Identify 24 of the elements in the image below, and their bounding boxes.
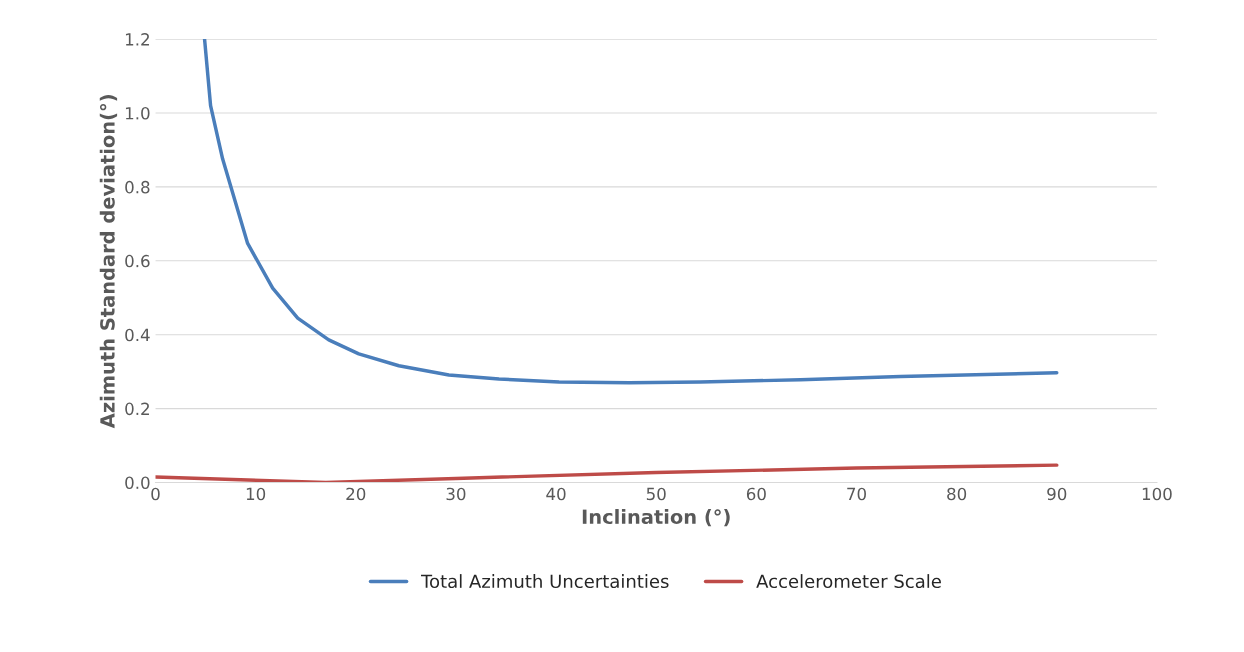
y-tick-label: 0.6 [125,254,150,268]
line-series [202,39,1059,385]
line-series [155,463,1059,483]
x-tick-label: 100 [1142,487,1172,501]
y-tick-label: 1.0 [125,106,150,120]
x-tick-label: 70 [847,487,866,501]
y-axis-title: Azimuth Standard deviation(°) [99,95,118,429]
x-tick-label: 50 [646,487,666,501]
y-tick-label: 0.8 [125,180,150,194]
x-tick-label: 20 [346,487,366,501]
x-tick-label: 40 [546,487,566,501]
x-tick-label: 80 [947,487,967,501]
x-tick-label: 60 [746,487,766,501]
legend-label: Total Azimuth Uncertainties [421,574,669,589]
x-tick-label: 10 [246,487,266,501]
y-tick-label: 0.4 [125,328,150,342]
x-tick-label: 0 [151,487,160,501]
y-tick-label: 0.2 [125,402,149,416]
y-tick-label: 0.0 [125,476,150,490]
y-tick-label: 1.2 [125,33,149,46]
legend-label: Accelerometer Scale [756,574,941,589]
x-tick-label: 90 [1047,487,1067,501]
x-tick-label: 30 [446,487,466,501]
x-axis-title: Inclination (°) [582,509,730,527]
